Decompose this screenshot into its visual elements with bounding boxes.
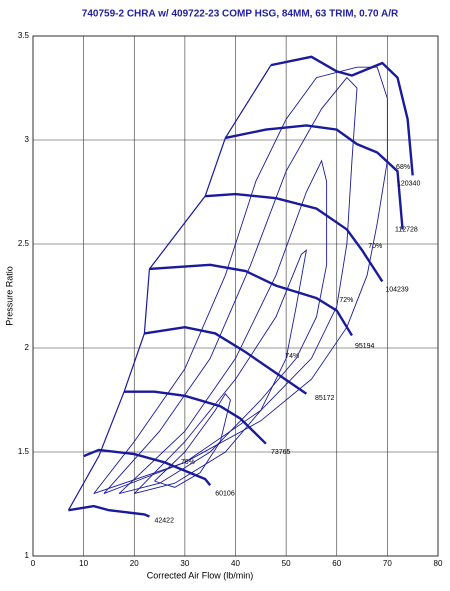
efficiency-label: 68% (396, 164, 410, 171)
x-tick-label: 40 (231, 559, 240, 568)
x-tick-label: 70 (383, 559, 392, 568)
speed-line (83, 448, 212, 487)
efficiency-label: 70% (368, 243, 382, 250)
chart-title: 740759-2 CHRA w/ 409722-23 COMP HSG, 84M… (82, 9, 399, 20)
speed-label: 104239 (385, 287, 408, 294)
speed-label: 60106 (215, 490, 235, 497)
efficiency-label: 72% (339, 297, 353, 304)
speed-line (225, 124, 404, 230)
x-tick-label: 0 (31, 559, 36, 568)
x-axis-label: Corrected Air Flow (lb/min) (147, 570, 254, 580)
efficiency-contour (118, 159, 328, 495)
efficiency-label: 74% (285, 353, 299, 360)
y-tick-label: 3 (25, 135, 30, 144)
surge-line (67, 64, 272, 511)
speed-label: 112728 (395, 226, 418, 233)
y-tick-label: 1.5 (18, 447, 30, 456)
x-tick-label: 50 (282, 559, 291, 568)
efficiency-contour (103, 76, 358, 495)
speed-label: 42422 (155, 517, 175, 524)
x-tick-label: 30 (180, 559, 189, 568)
speed-line (270, 55, 414, 176)
x-tick-label: 80 (434, 559, 443, 568)
speed-label: 73765 (271, 449, 291, 456)
x-tick-label: 10 (79, 559, 88, 568)
efficiency-contour (93, 66, 388, 495)
speed-line (144, 325, 308, 395)
efficiency-contour (154, 392, 231, 488)
speed-label: 120340 (397, 181, 420, 188)
efficiency-label: 76% (181, 459, 195, 466)
speed-line (68, 504, 150, 518)
speed-line (124, 390, 267, 445)
y-tick-label: 2.5 (18, 239, 30, 248)
speed-line (205, 192, 384, 283)
x-tick-label: 60 (332, 559, 341, 568)
y-tick-label: 1 (25, 551, 30, 560)
y-tick-label: 3.5 (18, 31, 30, 40)
y-tick-label: 2 (25, 343, 30, 352)
speed-label: 95194 (355, 343, 375, 350)
speed-label: 85172 (315, 395, 335, 402)
y-axis-label: Pressure Ratio (4, 266, 14, 326)
x-tick-label: 20 (130, 559, 139, 568)
speed-line (149, 263, 353, 337)
efficiency-contour (133, 249, 308, 495)
